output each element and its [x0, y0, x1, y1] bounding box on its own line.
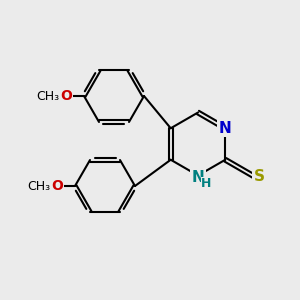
Text: H: H: [201, 177, 212, 190]
Text: CH₃: CH₃: [27, 179, 51, 193]
Text: O: O: [52, 179, 64, 193]
Text: N: N: [192, 169, 204, 184]
Text: S: S: [254, 169, 265, 184]
Text: N: N: [219, 121, 232, 136]
Text: CH₃: CH₃: [36, 89, 60, 103]
Text: O: O: [61, 89, 73, 103]
